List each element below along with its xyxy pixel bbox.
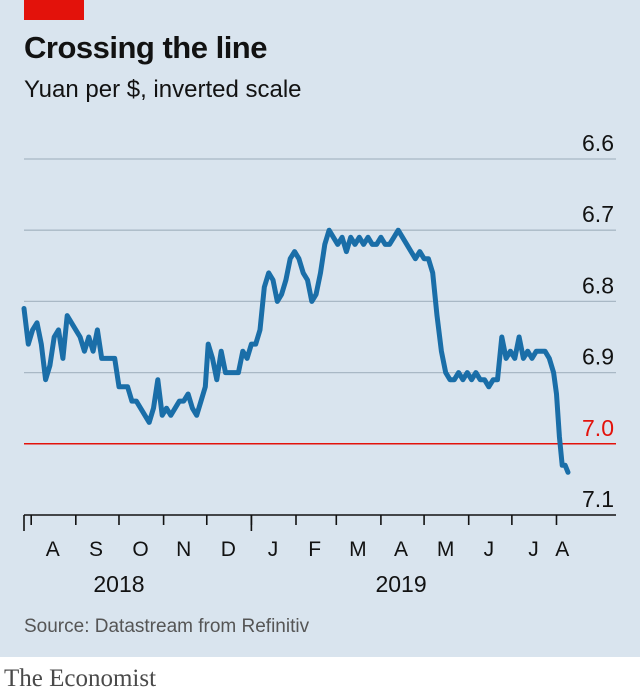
month-label: A [46,538,60,561]
month-label: O [132,538,148,561]
month-label: F [308,538,321,561]
brand-logo: The Economist [4,665,157,692]
year-label: 2018 [93,571,144,597]
month-label: S [89,538,103,561]
y-tick-label: 6.9 [582,344,614,370]
source-note: Source: Datastream from Refinitiv [24,616,310,637]
month-label: A [555,538,569,561]
y-tick-label: 6.6 [582,130,614,156]
month-label: D [221,538,236,561]
series-line [21,227,571,475]
y-tick-label: 7.1 [582,486,614,512]
chart-subtitle: Yuan per $, inverted scale [24,76,302,103]
month-label: N [176,538,191,561]
y-tick-label: 6.7 [582,201,614,227]
gridlines [24,158,616,445]
month-label: J [528,538,539,561]
y-tick-label: 7.0 [582,415,614,441]
red-tag [24,0,84,20]
chart-title: Crossing the line [24,30,267,65]
year-label: 2019 [375,571,426,597]
month-label: J [268,538,279,561]
y-tick-labels: 6.6 6.7 6.8 6.9 7.0 7.1 [582,130,614,512]
month-label: M [437,538,455,561]
month-label: A [394,538,408,561]
y-tick-label: 6.8 [582,272,614,298]
month-label: M [349,538,367,561]
chart-panel [0,0,640,657]
month-label: J [484,538,495,561]
